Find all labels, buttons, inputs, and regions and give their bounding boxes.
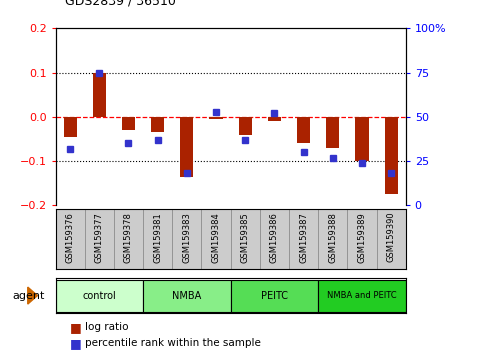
Bar xyxy=(289,209,318,269)
Bar xyxy=(347,209,377,269)
Bar xyxy=(268,117,281,121)
Bar xyxy=(318,209,347,269)
Text: GSM159381: GSM159381 xyxy=(153,212,162,263)
Bar xyxy=(64,117,77,137)
Text: GSM159389: GSM159389 xyxy=(357,212,367,263)
Bar xyxy=(93,73,106,117)
Text: NMBA: NMBA xyxy=(172,291,201,301)
Bar xyxy=(326,117,340,148)
Bar xyxy=(122,117,135,130)
Bar xyxy=(151,117,164,132)
Bar xyxy=(231,209,260,269)
Bar xyxy=(260,209,289,269)
Text: GSM159388: GSM159388 xyxy=(328,212,337,263)
Bar xyxy=(231,280,318,312)
Text: control: control xyxy=(83,291,116,301)
Text: agent: agent xyxy=(12,291,44,301)
Bar xyxy=(143,280,231,312)
Text: GSM159378: GSM159378 xyxy=(124,212,133,263)
Text: percentile rank within the sample: percentile rank within the sample xyxy=(85,338,260,348)
Text: GSM159387: GSM159387 xyxy=(299,212,308,263)
Bar xyxy=(384,117,398,194)
Bar xyxy=(355,117,369,161)
Text: ■: ■ xyxy=(70,321,82,334)
Bar xyxy=(180,117,193,177)
Bar xyxy=(114,209,143,269)
Text: NMBA and PEITC: NMBA and PEITC xyxy=(327,291,397,300)
Text: GSM159384: GSM159384 xyxy=(212,212,221,263)
Text: GSM159390: GSM159390 xyxy=(386,212,396,263)
Text: PEITC: PEITC xyxy=(261,291,288,301)
Text: GSM159376: GSM159376 xyxy=(66,212,75,263)
Text: log ratio: log ratio xyxy=(85,322,128,332)
Text: GDS2839 / 36510: GDS2839 / 36510 xyxy=(65,0,176,7)
Text: GSM159385: GSM159385 xyxy=(241,212,250,263)
Bar xyxy=(201,209,231,269)
Bar xyxy=(318,280,406,312)
Bar xyxy=(85,209,114,269)
Bar xyxy=(297,117,310,143)
Bar xyxy=(56,280,143,312)
Bar xyxy=(172,209,201,269)
Text: GSM159377: GSM159377 xyxy=(95,212,104,263)
Bar xyxy=(143,209,172,269)
Bar xyxy=(56,209,85,269)
Bar xyxy=(239,117,252,135)
Bar xyxy=(210,117,223,119)
Bar xyxy=(377,209,406,269)
Text: GSM159383: GSM159383 xyxy=(183,212,191,263)
Text: GSM159386: GSM159386 xyxy=(270,212,279,263)
Text: ■: ■ xyxy=(70,337,82,350)
Polygon shape xyxy=(28,287,38,304)
